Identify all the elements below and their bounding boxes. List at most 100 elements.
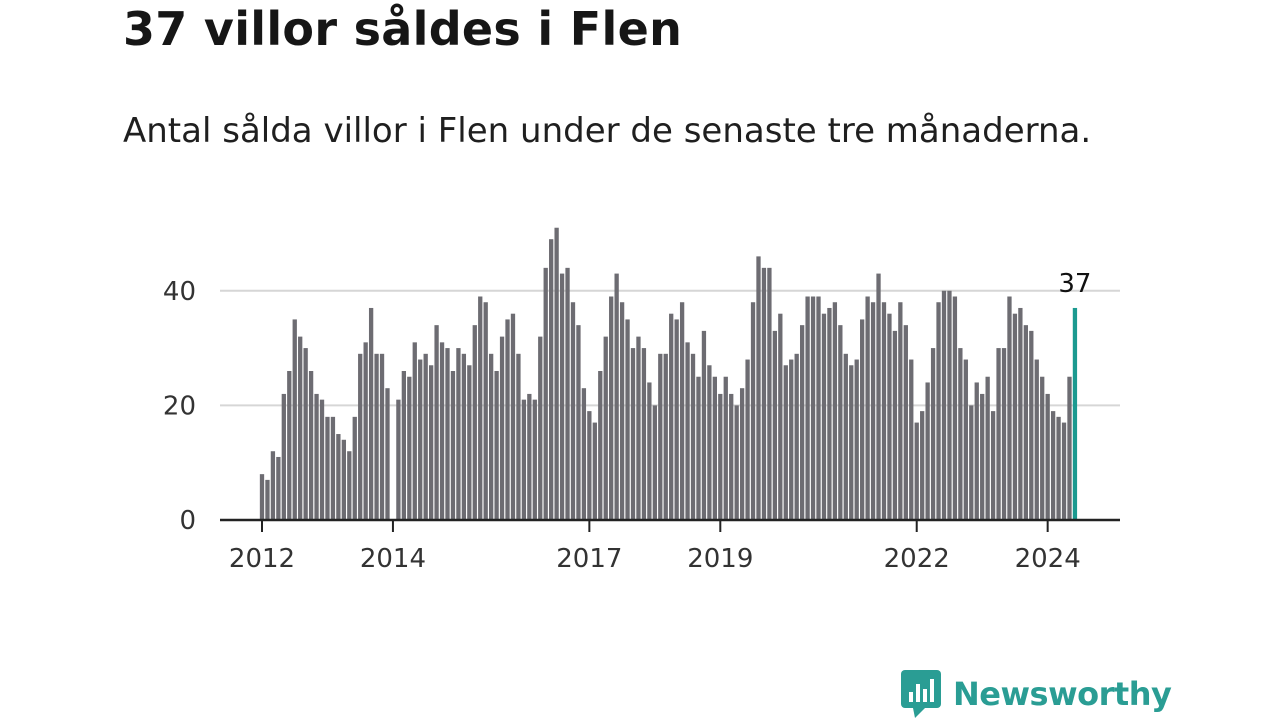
- bar: [270, 451, 276, 520]
- bar: [625, 319, 630, 520]
- bar: [832, 302, 838, 520]
- bar: [423, 353, 428, 520]
- bar: [1040, 376, 1045, 520]
- bar: [587, 411, 592, 520]
- bar: [407, 376, 412, 520]
- bar: [308, 371, 314, 520]
- bar: [985, 376, 990, 520]
- bar: [281, 393, 286, 520]
- bar: [1007, 296, 1012, 520]
- chart-subtitle: Antal sålda villor i Flen under de senas…: [123, 111, 1092, 151]
- bar: [756, 256, 761, 520]
- bar: [630, 348, 636, 520]
- bar: [821, 313, 827, 520]
- bar: [314, 393, 319, 520]
- bar: [598, 371, 603, 520]
- bar: [652, 405, 657, 520]
- bar: [936, 302, 941, 520]
- bar: [1034, 359, 1039, 520]
- bar: [499, 336, 505, 520]
- bar: [559, 273, 565, 520]
- bar: [789, 359, 794, 520]
- bar: [734, 405, 739, 520]
- x-tick-label: 2022: [884, 544, 950, 574]
- bar: [696, 376, 701, 520]
- x-tick-label: 2017: [556, 544, 622, 574]
- bar: [467, 365, 472, 520]
- bar: [494, 371, 499, 520]
- bar: [930, 348, 936, 520]
- bar: [903, 325, 908, 520]
- latest-value-label: 37: [1058, 269, 1091, 299]
- bar: [336, 434, 341, 520]
- bar: [1056, 416, 1061, 520]
- bar: [287, 371, 292, 520]
- bar: [439, 342, 445, 520]
- bar: [870, 302, 876, 520]
- bar: [1012, 313, 1018, 520]
- bar: [838, 325, 843, 520]
- axes: [220, 518, 1120, 532]
- bar: [521, 399, 527, 520]
- bar: [603, 336, 608, 520]
- bar: [352, 416, 357, 520]
- axis-labels: 0 20 40 37 2012 2014 2017 2019 2022 2024: [163, 269, 1092, 574]
- bar: [396, 399, 401, 520]
- bar: [772, 330, 778, 520]
- bar: [412, 342, 417, 520]
- bars: [259, 227, 1078, 521]
- bar: [265, 479, 270, 520]
- bar: [898, 302, 903, 520]
- bar: [609, 296, 614, 520]
- bar: [379, 353, 385, 520]
- newsworthy-logo: Newsworthy: [901, 670, 1172, 718]
- bar: [428, 365, 434, 520]
- bar: [1018, 307, 1023, 520]
- bar: [990, 411, 996, 520]
- bar: [958, 348, 963, 520]
- bar: [718, 393, 723, 520]
- bar: [925, 382, 930, 520]
- bar: [292, 319, 297, 520]
- bar: [1045, 393, 1050, 520]
- bar: [816, 296, 821, 520]
- bar: [674, 319, 679, 520]
- bar: [298, 336, 303, 520]
- bar: [276, 456, 281, 520]
- bar: [532, 399, 537, 520]
- bar: [641, 348, 647, 520]
- bar: [865, 296, 870, 520]
- bar: [887, 313, 892, 520]
- bar: [745, 359, 750, 520]
- bar: [701, 330, 707, 520]
- bar: [1061, 422, 1067, 520]
- bar: [347, 451, 352, 520]
- bar: [510, 313, 516, 520]
- bar: [892, 330, 898, 520]
- bar: [843, 353, 848, 520]
- bar: [920, 411, 925, 520]
- bar: [750, 302, 756, 520]
- bar: [909, 359, 914, 520]
- bar: [690, 353, 696, 520]
- bar: [592, 422, 597, 520]
- chart-title: 37 villor såldes i Flen: [123, 2, 683, 56]
- bar: [434, 325, 439, 520]
- bar: [319, 399, 325, 520]
- y-tick-label: 40: [163, 277, 196, 307]
- bar: [401, 371, 407, 520]
- bar: [549, 239, 554, 520]
- bar: [259, 474, 265, 520]
- bar: [669, 313, 674, 520]
- bar: [1067, 376, 1072, 520]
- bar: [778, 313, 783, 520]
- bar: [489, 353, 494, 520]
- bar: [619, 302, 625, 520]
- bar: [527, 393, 532, 520]
- bar: [761, 267, 767, 520]
- bar: [1001, 348, 1007, 520]
- bar: [445, 348, 450, 520]
- bar: [374, 353, 379, 520]
- bar: [543, 267, 548, 520]
